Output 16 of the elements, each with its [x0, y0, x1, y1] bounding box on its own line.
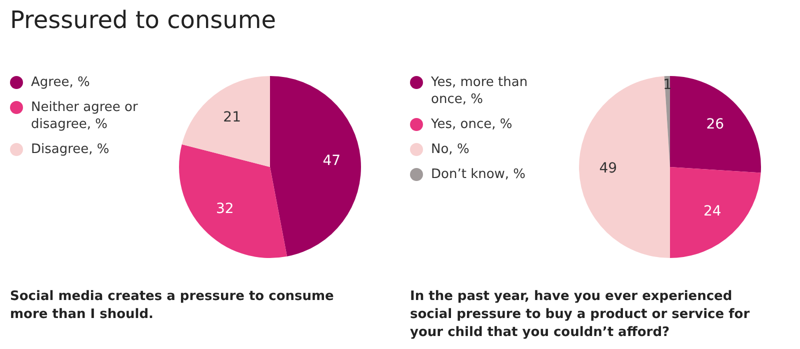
data-label: 21 [223, 110, 241, 126]
data-label: 49 [599, 160, 618, 177]
data-label: 32 [216, 201, 234, 217]
data-label: 24 [703, 204, 722, 220]
legend-label: Don’t know, % [431, 166, 526, 183]
legend-label: Disagree, % [31, 141, 110, 158]
data-label: 26 [706, 116, 724, 132]
legend-label: Neither agree or disagree, % [31, 99, 139, 133]
chart-title: Pressured to consume [10, 6, 276, 34]
legend-label: Yes, more than once, % [431, 74, 529, 108]
legend-label: No, % [431, 141, 470, 158]
legend-label: Yes, once, % [431, 116, 512, 133]
text: In the past year, have you ever experienced social pressure to buy a product or service for your child that you couldn’t afford? [410, 288, 751, 342]
text: Social media creates a pressure to consume more than I should. [10, 288, 335, 324]
legend-label: Agree, % [31, 74, 90, 91]
data-label: 47 [322, 152, 341, 169]
